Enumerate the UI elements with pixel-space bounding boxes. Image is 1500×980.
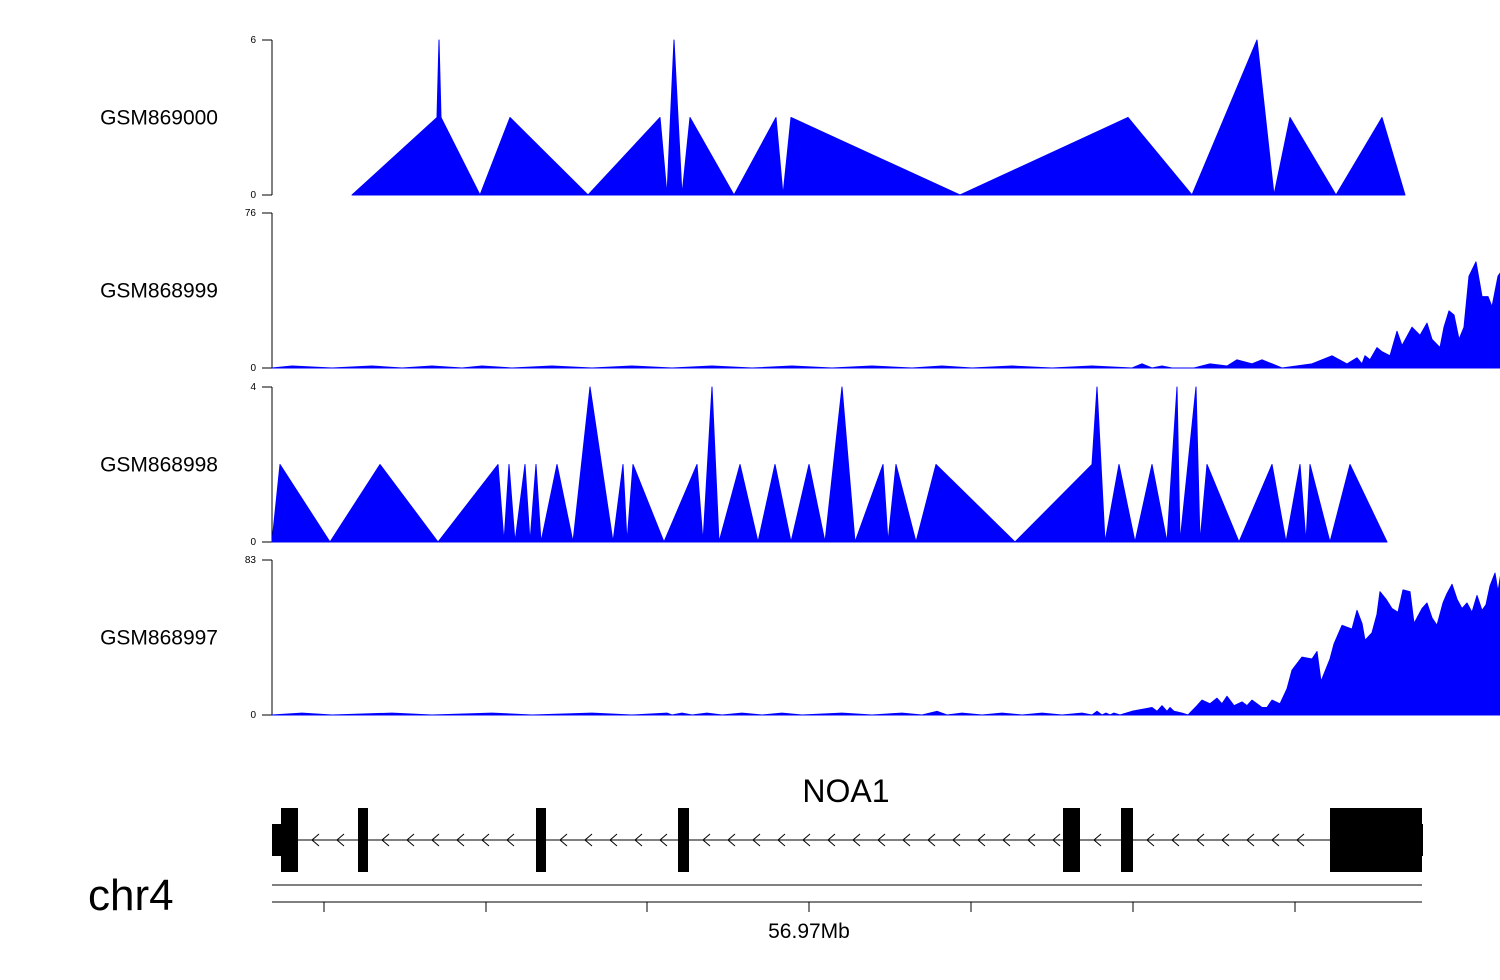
track-gsm868998: GSM868998 4 0 — [100, 382, 1388, 548]
y-tick-label-max: 6 — [250, 35, 256, 46]
exon-block — [1330, 808, 1422, 872]
strand-arrow — [659, 833, 668, 847]
exon-block — [536, 808, 546, 872]
y-tick-label-max: 83 — [245, 555, 257, 566]
strand-arrow — [1196, 833, 1205, 847]
strand-arrow — [609, 833, 618, 847]
strand-arrow — [1221, 833, 1230, 847]
strand-arrow — [506, 833, 515, 847]
strand-arrow — [456, 833, 465, 847]
x-axis-position-label: 56.97Mb — [768, 920, 850, 943]
exon-block — [678, 808, 689, 872]
strand-arrow — [1093, 833, 1102, 847]
track-name-label: GSM868999 — [100, 280, 218, 303]
strand-arrow — [1296, 833, 1305, 847]
strand-arrow — [431, 833, 440, 847]
strand-arrow — [952, 833, 961, 847]
strand-arrow — [559, 833, 568, 847]
strand-arrow — [1271, 833, 1280, 847]
track-name-label: GSM869000 — [100, 107, 218, 130]
strand-arrow — [481, 833, 490, 847]
strand-arrow — [827, 833, 836, 847]
strand-arrow — [311, 833, 320, 847]
gene-name-label: NOA1 — [802, 773, 889, 809]
strand-arrow — [927, 833, 936, 847]
strand-arrow — [1027, 833, 1036, 847]
track-name-label: GSM868997 — [100, 627, 218, 650]
y-tick-label-max: 76 — [245, 208, 257, 219]
track-gsm868997: GSM868997 83 0 — [100, 555, 1500, 721]
y-tick-label-max: 4 — [250, 382, 256, 393]
exon-block — [358, 808, 368, 872]
strand-arrow — [852, 833, 861, 847]
track-gsm868999: GSM868999 76 0 — [100, 208, 1500, 374]
strand-arrow — [802, 833, 811, 847]
strand-arrow — [727, 833, 736, 847]
coverage-area — [271, 572, 1500, 716]
exon-block — [1063, 808, 1080, 872]
chromosome-label: chr4 — [88, 871, 174, 920]
strand-arrow — [584, 833, 593, 847]
genome-axis: chr4 56.97Mb — [88, 871, 1422, 943]
y-tick-label-zero: 0 — [250, 190, 256, 201]
y-tick-label-zero: 0 — [250, 537, 256, 548]
strand-arrow — [702, 833, 711, 847]
y-tick-label-zero: 0 — [250, 710, 256, 721]
strand-arrow — [902, 833, 911, 847]
utr-block — [1421, 824, 1423, 856]
track-gsm869000: GSM869000 6 0 — [100, 35, 1406, 201]
gene-model: NOA1 — [272, 773, 1423, 872]
strand-arrow — [381, 833, 390, 847]
utr-block — [272, 824, 281, 856]
coverage-area — [351, 39, 1406, 196]
strand-arrow — [336, 833, 345, 847]
coverage-area — [271, 261, 1500, 369]
strand-arrow — [1146, 833, 1155, 847]
exon-block — [281, 808, 298, 872]
data-tracks: GSM86900060GSM868999760GSM86899840GSM868… — [100, 35, 1500, 721]
strand-arrow — [1052, 833, 1061, 847]
strand-arrow — [1002, 833, 1011, 847]
strand-arrow — [752, 833, 761, 847]
strand-arrow — [977, 833, 986, 847]
strand-arrow — [777, 833, 786, 847]
track-name-label: GSM868998 — [100, 454, 218, 477]
strand-arrow — [877, 833, 886, 847]
strand-arrow — [1246, 833, 1255, 847]
y-tick-label-zero: 0 — [250, 363, 256, 374]
strand-arrow — [634, 833, 643, 847]
strand-arrow — [406, 833, 415, 847]
exon-block — [1121, 808, 1133, 872]
coverage-area — [271, 386, 1388, 543]
strand-arrow — [1171, 833, 1180, 847]
